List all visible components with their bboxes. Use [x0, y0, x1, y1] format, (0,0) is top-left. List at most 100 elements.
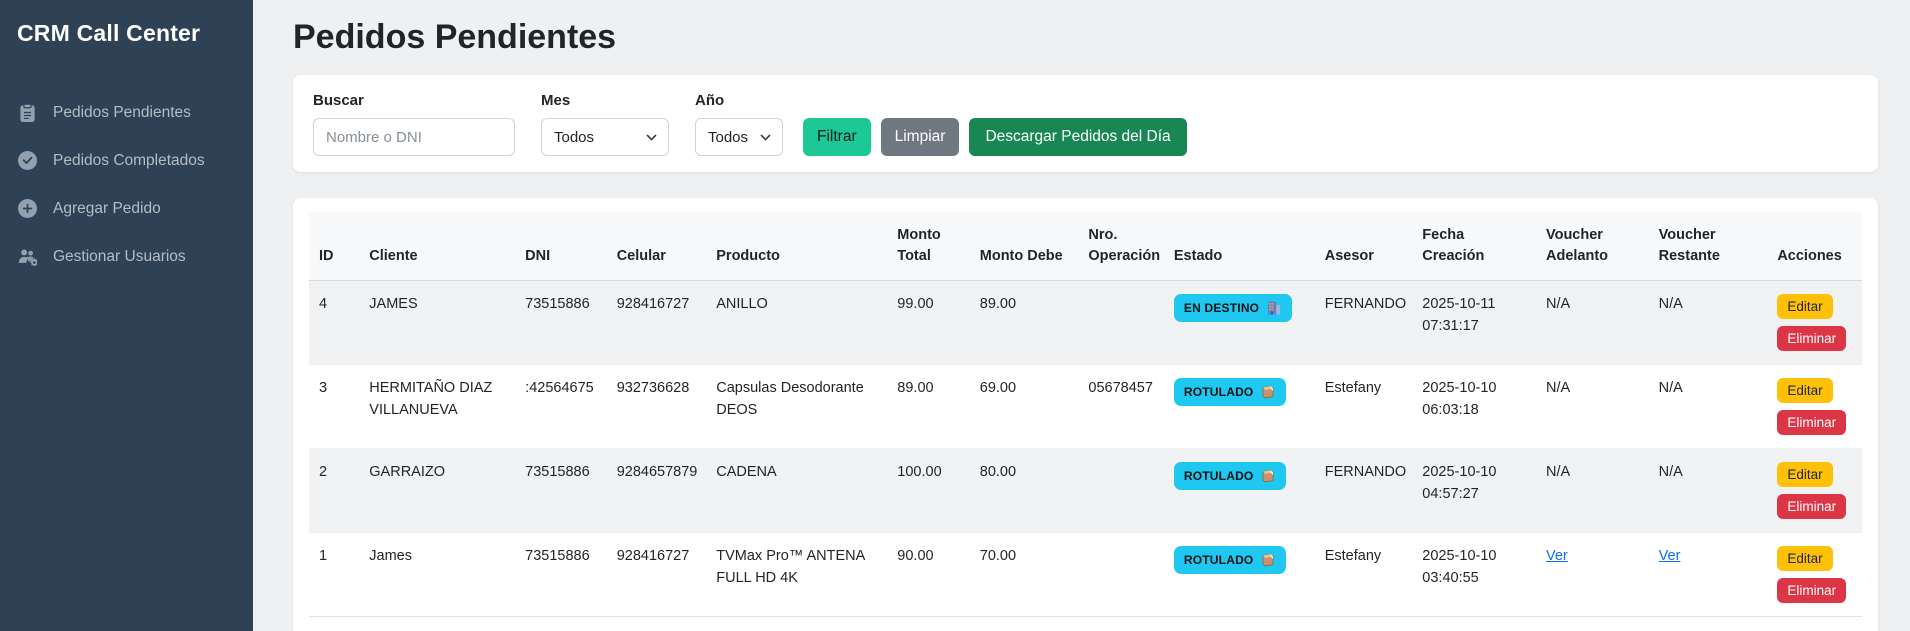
edit-button[interactable]: Editar [1777, 546, 1833, 572]
id-cell: 3 [319, 380, 328, 397]
col-header-monto-total: Monto Total [887, 212, 970, 282]
client-cell: James [369, 548, 412, 565]
product-cell: TVMax Pro™ ANTENA FULL HD 4K [716, 548, 865, 586]
col-header-estado: Estado [1163, 212, 1315, 282]
client-cell: GARRAIZO [369, 464, 446, 481]
sidebar: CRM Call Center Pedidos Pendientes Pedid… [0, 0, 253, 631]
check-circle-icon [18, 151, 37, 170]
col-header-celular: Celular [606, 212, 707, 282]
year-select[interactable]: Todos [695, 118, 783, 156]
dni-cell: :42564675 [525, 380, 594, 397]
table-row: 2 GARRAIZO 73515886 9284657879 CADENA 100.00 8… [309, 448, 1862, 533]
sidebar-item-pedidos-pendientes[interactable]: Pedidos Pendientes [0, 93, 253, 132]
status-cell: ROTULADO [1164, 533, 1315, 617]
delete-button[interactable]: Eliminar [1777, 578, 1847, 604]
plus-circle-icon [18, 199, 37, 218]
month-select[interactable]: Todos [541, 118, 669, 156]
client-cell: HERMITAÑO DIAZ VILLANUEVA [369, 380, 493, 418]
col-header-asesor: Asesor [1314, 212, 1413, 282]
dni-cell: 73515886 [525, 548, 590, 565]
users-gear-icon [18, 247, 37, 266]
building-icon [1266, 300, 1282, 316]
col-header-fecha-creacion: Fecha Creación [1412, 212, 1536, 282]
table-header-row: ID Cliente DNI Celular Producto Monto To… [309, 212, 1862, 282]
month-group: Mes Todos [541, 92, 669, 156]
total-amount-cell: 89.00 [897, 380, 934, 397]
due-amount-cell: 70.00 [979, 548, 1017, 565]
advisor-cell: Estefany [1324, 548, 1382, 565]
status-label: ROTULADO [1183, 553, 1254, 568]
table-row: 1 James 73515886 928416727 TVMax Pro™ ANTENA… [309, 533, 1862, 617]
orders-table-body: 4 JAMES 73515886 928416727 ANILLO 99.00 89.00 E… [309, 280, 1862, 617]
status-badge: EN DESTINO [1173, 294, 1293, 323]
due-amount-cell: 69.00 [979, 380, 1017, 397]
voucher-advance-cell: N/A [1536, 365, 1649, 449]
filter-buttons: Filtrar Limpiar Descargar Pedidos del Dí… [803, 118, 1187, 156]
total-amount-cell: 100.00 [897, 464, 942, 481]
delete-button[interactable]: Eliminar [1777, 326, 1847, 352]
phone-cell: 9284657879 [616, 464, 698, 481]
voucher-advance-link[interactable]: Ver [1546, 548, 1568, 565]
sidebar-item-pedidos-completados[interactable]: Pedidos Completados [0, 141, 253, 180]
sidebar-item-gestionar-usuarios[interactable]: Gestionar Usuarios [0, 237, 253, 276]
voucher-advance-value: N/A [1546, 380, 1571, 397]
voucher-remaining-link[interactable]: Ver [1658, 548, 1681, 565]
col-header-voucher-restante: Voucher Restante [1648, 212, 1768, 282]
actions-cell: Editar Eliminar [1767, 281, 1862, 365]
chevron-down-icon [646, 134, 657, 141]
col-header-cliente: Cliente [359, 212, 516, 282]
voucher-advance-cell: Ver [1536, 533, 1649, 617]
product-cell: Capsulas Desodorante DEOS [716, 380, 864, 418]
operation-number-cell [1078, 533, 1163, 617]
table-row: 4 JAMES 73515886 928416727 ANILLO 99.00 89.00 E… [309, 280, 1862, 365]
total-amount-cell: 99.00 [897, 296, 934, 313]
status-cell: EN DESTINO [1164, 281, 1315, 365]
col-header-producto: Producto [706, 212, 888, 282]
status-label: EN DESTINO [1183, 301, 1260, 316]
delete-button[interactable]: Eliminar [1777, 410, 1847, 436]
voucher-remaining-cell: N/A [1649, 449, 1768, 533]
main-content: Pedidos Pendientes Buscar Mes Todos Año … [253, 0, 1910, 631]
sidebar-item-label: Pedidos Completados [53, 151, 205, 169]
clear-button[interactable]: Limpiar [880, 118, 960, 156]
product-cell: ANILLO [716, 296, 768, 313]
filter-panel: Buscar Mes Todos Año Todos Filtrar Limp [293, 75, 1878, 172]
col-header-monto-debe: Monto Debe [969, 212, 1079, 282]
phone-cell: 928416727 [616, 548, 690, 565]
phone-cell: 928416727 [616, 296, 690, 313]
orders-table-card: ID Cliente DNI Celular Producto Monto To… [293, 198, 1878, 631]
voucher-advance-value: N/A [1546, 296, 1571, 313]
edit-button[interactable]: Editar [1777, 378, 1833, 404]
sidebar-item-label: Agregar Pedido [53, 199, 161, 217]
sidebar-item-agregar-pedido[interactable]: Agregar Pedido [0, 189, 253, 228]
search-input[interactable] [313, 118, 515, 156]
total-amount-cell: 90.00 [897, 548, 934, 565]
year-group: Año Todos [695, 92, 783, 156]
orders-table: ID Cliente DNI Celular Producto Monto To… [309, 212, 1862, 617]
operation-number-cell [1078, 281, 1163, 365]
due-amount-cell: 89.00 [979, 296, 1017, 313]
edit-button[interactable]: Editar [1777, 462, 1833, 488]
id-cell: 2 [319, 464, 328, 481]
created-date-cell: 2025-10-10 04:57:27 [1422, 464, 1497, 502]
download-button[interactable]: Descargar Pedidos del Día [969, 118, 1187, 156]
month-select-value: Todos [554, 128, 595, 146]
voucher-remaining-cell: Ver [1649, 533, 1768, 617]
actions-cell: Editar Eliminar [1767, 449, 1862, 533]
sidebar-menu: Pedidos Pendientes Pedidos Completados A… [0, 93, 253, 276]
status-badge: ROTULADO [1173, 462, 1287, 491]
status-label: ROTULADO [1183, 385, 1254, 400]
created-date-cell: 2025-10-10 03:40:55 [1422, 548, 1497, 586]
delete-button[interactable]: Eliminar [1777, 494, 1847, 520]
filter-button[interactable]: Filtrar [803, 118, 871, 156]
id-cell: 1 [319, 548, 328, 565]
voucher-remaining-value: N/A [1658, 296, 1683, 313]
created-date-cell: 2025-10-10 06:03:18 [1422, 380, 1497, 418]
id-cell: 4 [319, 296, 328, 313]
edit-button[interactable]: Editar [1777, 294, 1833, 320]
col-header-nro-operacion: Nro. Operación [1078, 212, 1164, 282]
status-badge: ROTULADO [1173, 378, 1287, 407]
year-label: Año [695, 92, 725, 109]
advisor-cell: Estefany [1324, 380, 1382, 397]
due-amount-cell: 80.00 [979, 464, 1017, 481]
